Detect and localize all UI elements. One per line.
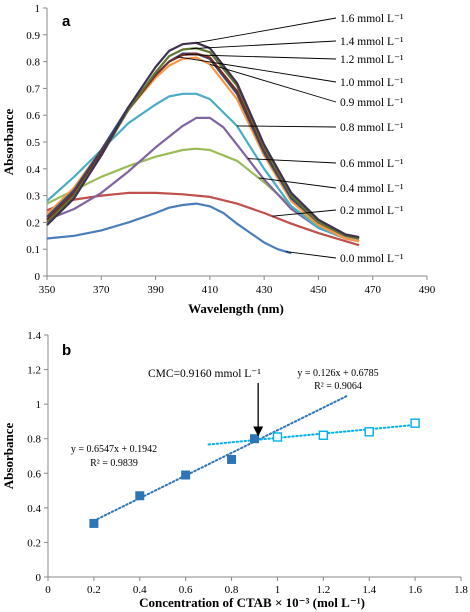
panel-b-x-tick-label: 0.6: [179, 584, 193, 596]
panel-a-series-label: 0.0 mmol L⁻¹: [340, 253, 404, 265]
trendline-2-equation: y = 0.126x + 0.6785: [297, 368, 378, 379]
panel-a-y-tick-label: 0.6: [26, 110, 40, 122]
panel-a-leader-line: [196, 17, 337, 44]
panel-a-series-label: 1.4 mmol L⁻¹: [340, 36, 404, 48]
panel-a-x-tick-label: 410: [202, 284, 219, 296]
panel-a-leader-line: [185, 54, 337, 60]
panel-b-y-tick-label: 1: [36, 399, 42, 411]
panel-b-x-axis-title: Concentration of CTAB × 10⁻³ (mol L⁻¹): [139, 595, 365, 610]
trendline-1-r2: R² = 0.9839: [90, 458, 138, 469]
panel-a-x-tick-label: 470: [364, 284, 381, 296]
panel-a-y-tick-label: 0.3: [26, 191, 40, 203]
panel-a-series-line: [46, 202, 292, 255]
panel-b-data-point: [89, 518, 99, 528]
panel-a-series-labels: 0.0 mmol L⁻¹ 0.2 mmol L⁻¹ 0.4 mmol L⁻¹ 0.6 …: [177, 13, 404, 265]
panel-a-y-tick-label: 0.4: [26, 164, 40, 176]
panel-b-x-tick-label: 1.2: [316, 584, 330, 596]
panel-a-series-line: [46, 41, 360, 239]
panel-a-leader-line: [258, 177, 337, 189]
panel-a-y-tick-label: 0.2: [26, 217, 40, 229]
panel-b-trendlines: [92, 395, 417, 522]
panel-b-data-point: [364, 427, 374, 437]
panel-b-data-point: [227, 454, 237, 464]
panel-a-series-line: [46, 52, 360, 240]
panel-b-y-tick-label: 0.6: [27, 468, 41, 480]
panel-a-letter: a: [62, 13, 71, 30]
panel-a-ticks: 350 370 390 410 430 450 470 490 0 0.1 0.2 0.3 0.4 0.5…: [26, 3, 436, 296]
panel-a-y-tick-label: 0.8: [26, 57, 40, 69]
panel-b-y-tick-label: 0.4: [27, 503, 41, 515]
panel-b-letter: b: [62, 342, 71, 359]
panel-a-series-label: 1.0 mmol L⁻¹: [340, 77, 404, 89]
panel-b-x-tick-label: 1.4: [362, 584, 376, 596]
panel-b-data-point: [181, 470, 191, 480]
panel-b-y-axis-title: Absorbance: [1, 423, 16, 490]
cmc-label: CMC=0.9160 mmol L⁻¹: [148, 368, 261, 380]
panel-a-y-tick-label: 0: [35, 271, 41, 283]
panel-a-series-label: 1.2 mmol L⁻¹: [340, 54, 404, 66]
panel-a-series-line: [46, 52, 360, 240]
panel-a-y-axis-title: Absorbance: [1, 109, 16, 176]
panel-a-x-tick-label: 490: [419, 284, 436, 296]
panel-b: b Concentration of CTAB × 10⁻³ (mol L⁻¹)…: [1, 330, 468, 610]
panel-a-leader-line: [247, 158, 337, 164]
panel-a-y-tick-label: 0.9: [26, 30, 40, 42]
panel-b-x-tick-label: 0: [45, 584, 51, 596]
panel-a-series-label: 0.2 mmol L⁻¹: [340, 205, 404, 217]
panel-a-series-lines: [46, 41, 360, 255]
cmc-arrow-head: [253, 426, 264, 437]
panel-a-series-label: 0.6 mmol L⁻¹: [340, 158, 404, 170]
panel-a-leader-line: [177, 56, 337, 83]
panel-b-data-point: [250, 434, 259, 444]
panel-b-annotations: CMC=0.9160 mmol L⁻¹ y = 0.126x + 0.6785 …: [71, 368, 379, 469]
panel-b-data-point: [272, 432, 283, 442]
panel-b-x-tick-label: 1: [275, 584, 281, 596]
panel-b-data-point: [135, 491, 145, 501]
panel-a-y-tick-label: 0.5: [26, 137, 40, 149]
panel-a-x-tick-label: 430: [256, 284, 273, 296]
panel-a-x-axis-title: Wavelength (nm): [188, 301, 284, 316]
panel-b-x-tick-label: 0.8: [225, 584, 239, 596]
panel-a-y-tick-label: 0.1: [26, 244, 40, 256]
panel-a-leader-line: [272, 209, 337, 217]
panel-b-points: [89, 418, 420, 528]
panel-a-x-tick-label: 370: [93, 284, 110, 296]
panel-a-x-tick-label: 350: [39, 284, 56, 296]
panel-b-ticks: 0 0.2 0.4 0.6 0.8 1 1.2 1.4 1.6 1.8 0 0.2 0.4 0.6 0.8 1…: [27, 330, 468, 596]
panel-a-y-tick-label: 0.7: [26, 83, 40, 95]
panel-b-y-tick-label: 0: [36, 572, 42, 584]
panel-a-leader-line: [236, 125, 337, 128]
trendline-1-equation: y = 0.6547x + 0.1942: [71, 444, 157, 455]
panel-b-trendline: [92, 395, 348, 522]
panel-a-series-label: 0.4 mmol L⁻¹: [340, 183, 404, 195]
panel-a-leader-line: [190, 40, 337, 50]
panel-a-series-line: [46, 191, 360, 247]
panel-b-y-tick-label: 1.2: [27, 365, 41, 377]
panel-a-y-tick-label: 1: [35, 3, 41, 15]
panel-a-leader-line: [209, 63, 337, 103]
panel-b-y-tick-label: 0.2: [27, 537, 41, 549]
panel-a-leader-line: [285, 251, 337, 259]
panel-b-x-tick-label: 1.8: [454, 584, 468, 596]
panel-a-series-label: 0.8 mmol L⁻¹: [340, 122, 404, 134]
panel-b-y-tick-label: 1.4: [27, 330, 41, 342]
panel-b-x-tick-label: 1.6: [408, 584, 422, 596]
panel-b-y-tick-label: 0.8: [27, 434, 41, 446]
panel-a-x-tick-label: 390: [147, 284, 164, 296]
panel-b-x-tick-label: 0.2: [87, 584, 101, 596]
panel-b-trendline: [207, 423, 417, 446]
panel-a: a Wavelength (nm) Absorbance 350 370 390 41…: [1, 3, 436, 316]
panel-a-x-tick-label: 450: [310, 284, 327, 296]
panel-b-x-tick-label: 0.4: [133, 584, 147, 596]
panel-b-data-point: [410, 418, 420, 428]
panel-a-series-label: 0.9 mmol L⁻¹: [340, 97, 404, 109]
panel-b-data-point: [318, 430, 329, 440]
panel-a-plot-area: [47, 8, 427, 276]
panel-a-series-line: [46, 47, 360, 240]
panel-a-series-label: 1.6 mmol L⁻¹: [340, 13, 404, 25]
trendline-2-r2: R² = 0.9064: [314, 381, 362, 392]
